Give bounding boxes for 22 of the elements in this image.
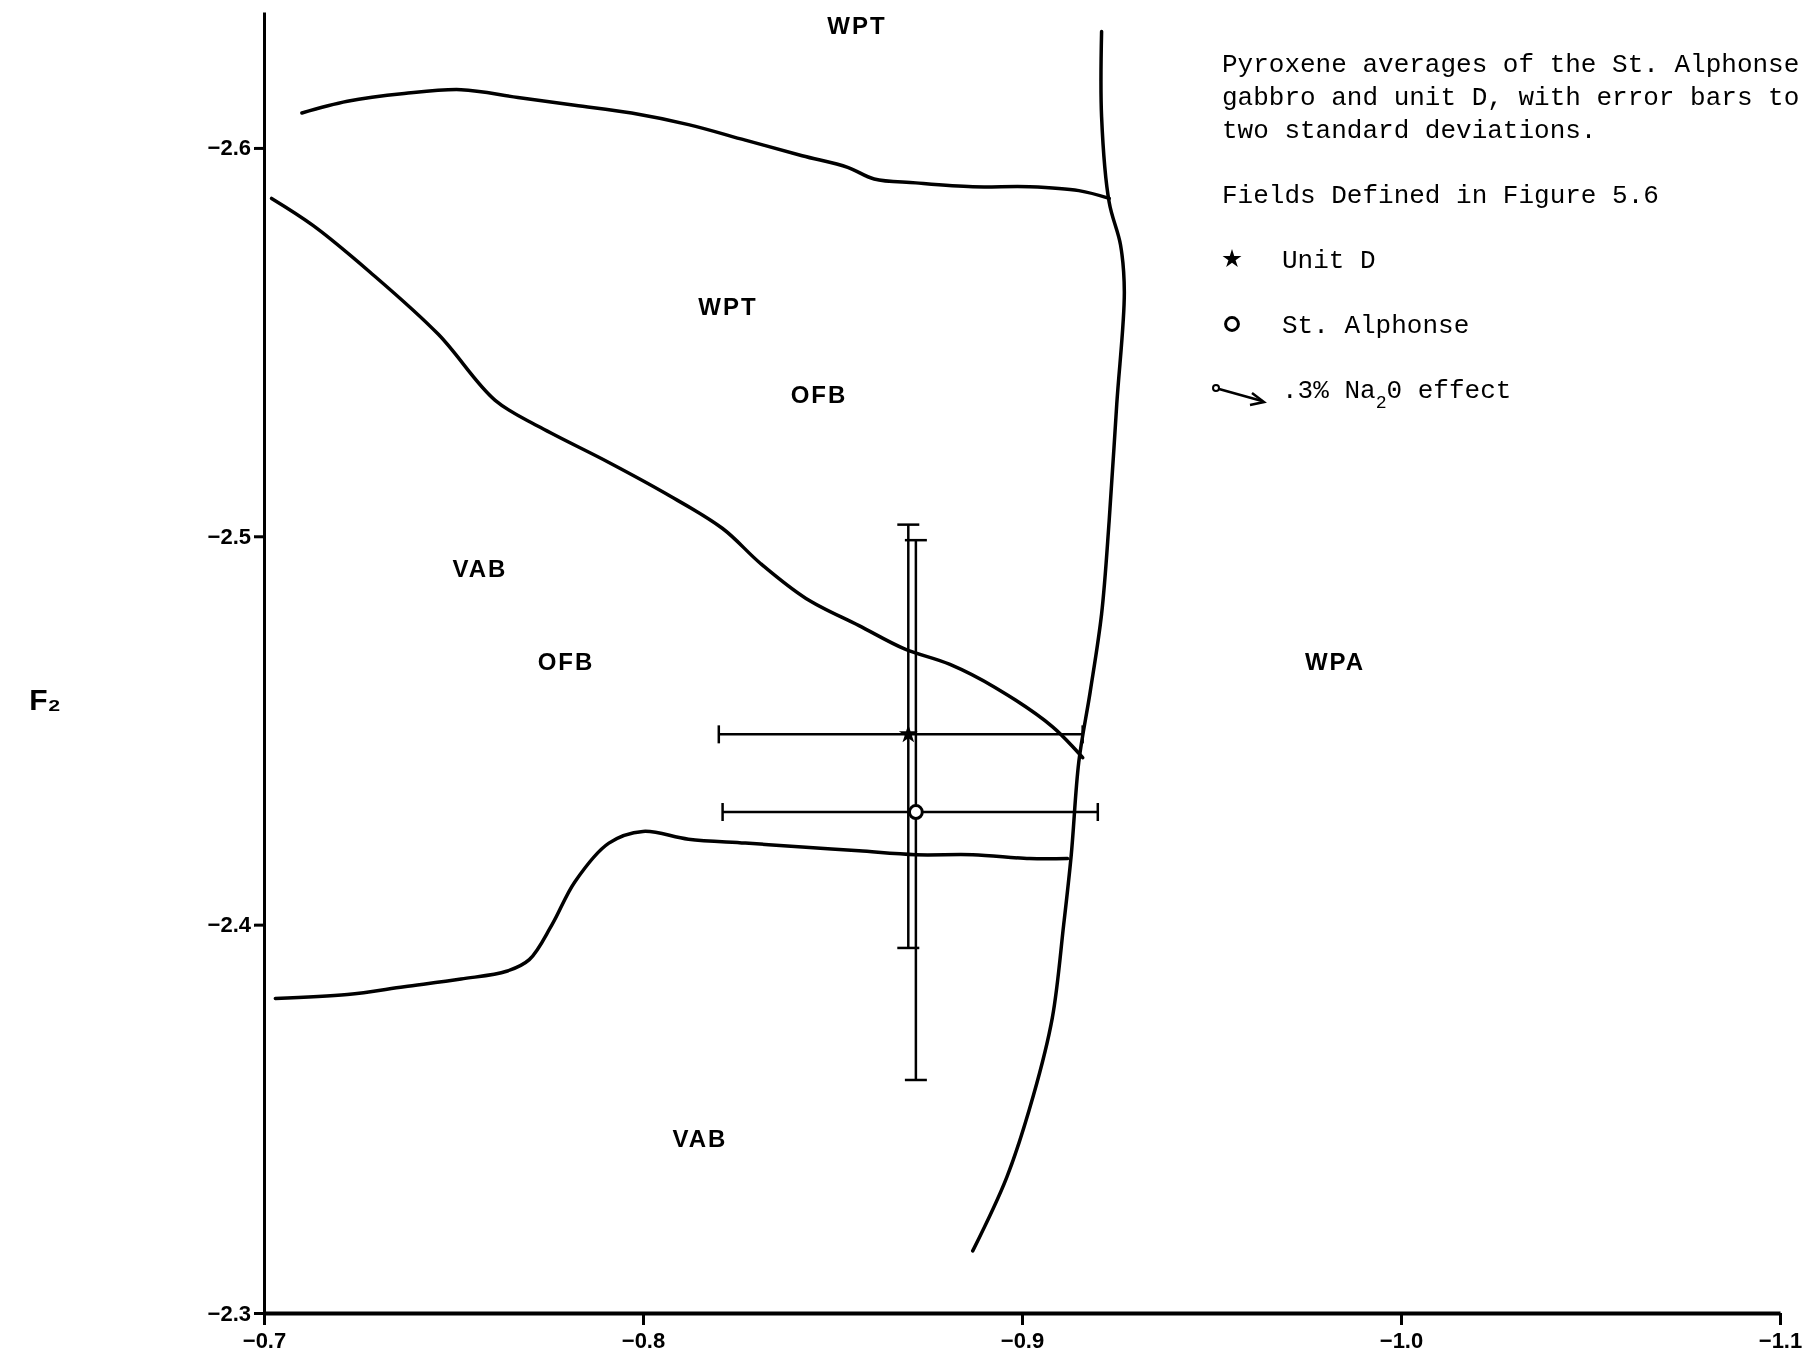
y-tick-label: −2.6 [207, 135, 251, 161]
legend-label: St. Alphonse [1282, 311, 1470, 341]
annotation: WPT [827, 11, 887, 39]
x-tick-label: −1.0 [1379, 1327, 1424, 1353]
y-tick-label: −2.5 [207, 523, 251, 549]
x-tick-label: −0.7 [242, 1327, 287, 1353]
y-tick-label: −2.4 [207, 912, 252, 938]
x-tick-label: −0.9 [1000, 1327, 1045, 1353]
y-tick-label: −2.3 [207, 1300, 251, 1326]
legend-label: Unit D [1282, 246, 1376, 276]
x-tick-label: −1.1 [1758, 1327, 1803, 1353]
annotation: VAB [672, 1124, 728, 1152]
y-axis-title: F₂ [29, 683, 61, 716]
annotation: Pyroxene averages of the St. Alphonse gabbro and unit D, with error bars to two standard deviations. [1222, 50, 1800, 146]
annotation: OFB [790, 380, 848, 408]
annotation: OFB [537, 647, 595, 675]
annotation: WPA [1304, 647, 1366, 675]
annotation: .3% Na$_{2}$0 effect [1282, 376, 1512, 413]
annotation: Fields Defined in Figure 5.6 [1222, 181, 1659, 211]
x-tick-label: −0.8 [621, 1327, 666, 1353]
annotation: VAB [452, 554, 508, 582]
annotation: WPT [698, 292, 758, 320]
